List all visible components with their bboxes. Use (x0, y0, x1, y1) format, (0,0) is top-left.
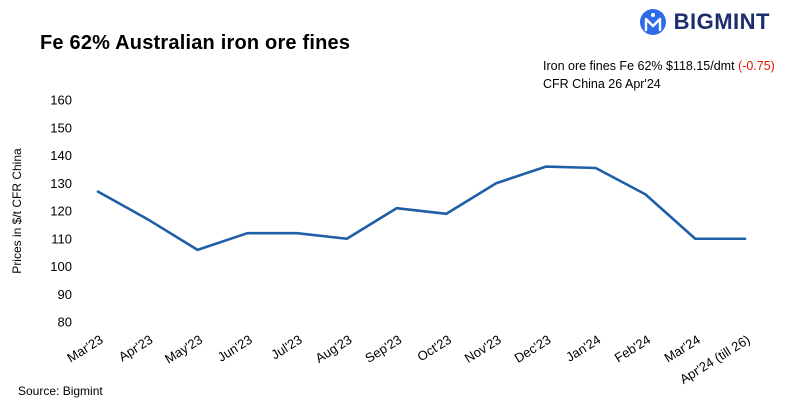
caption-price-line: Iron ore fines Fe 62% $118.15/dmt (-0.75… (543, 57, 775, 75)
y-axis-tick-label: 160 (50, 93, 72, 108)
x-axis-tick-label: Mar'24 (662, 332, 703, 366)
x-axis-tick-label: Jan'24 (563, 332, 603, 365)
line-chart: 80 90 100 110 120 130 140 150 160 Mar'23 Apr'23 May… (10, 93, 753, 387)
x-axis-tick-label: Aug'23 (312, 332, 354, 366)
x-axis-tick-label: Mar'23 (64, 332, 105, 366)
caption-change: (-0.75) (738, 59, 775, 73)
source-note: Source: Bigmint (18, 384, 103, 398)
brand-name: BIGMINT (673, 9, 770, 34)
y-axis-tick-label: 130 (50, 176, 72, 191)
y-axis-title: Prices in $/t CFR China (10, 148, 24, 274)
y-axis-tick-label: 80 (58, 315, 72, 330)
y-axis-tick-label: 110 (51, 231, 72, 246)
x-axis-tick-label: Feb'24 (612, 332, 653, 366)
price-caption: Iron ore fines Fe 62% $118.15/dmt (-0.75… (543, 57, 775, 93)
brand-icon (639, 9, 666, 35)
x-axis-tick-label: May'23 (162, 332, 205, 367)
x-axis-tick-label: Jun'23 (215, 332, 255, 365)
price-series-line (96, 165, 747, 252)
x-axis-tick-label: Sep'23 (362, 332, 404, 366)
x-axis-tick-label: Dec'23 (512, 332, 554, 366)
y-axis-tick-label: 120 (50, 204, 72, 219)
brand-logo: BIGMINT (639, 8, 770, 36)
page-title: Fe 62% Australian iron ore fines (40, 32, 351, 54)
x-axis-tick-label: Apr'23 (116, 332, 155, 364)
caption-date: CFR China 26 Apr'24 (543, 77, 661, 91)
y-axis-tick-label: 100 (50, 259, 72, 274)
y-axis-tick-label: 90 (58, 287, 72, 302)
y-axis-tick-label: 140 (50, 148, 72, 163)
y-axis-tick-label: 150 (50, 120, 72, 135)
x-axis-tick-label: Oct'23 (415, 332, 454, 364)
caption-price: Iron ore fines Fe 62% $118.15/dmt (543, 59, 739, 73)
x-axis-tick-label: Jul'23 (268, 332, 304, 363)
x-axis-tick-label: Nov'23 (462, 332, 504, 366)
